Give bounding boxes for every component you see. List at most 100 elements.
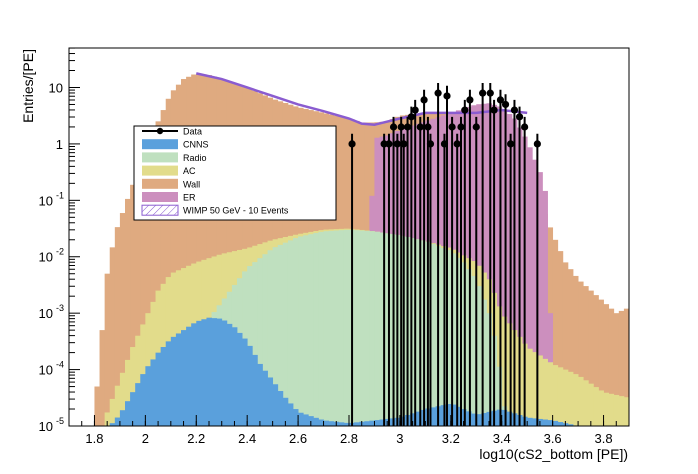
bar-cnns <box>324 421 329 426</box>
data-point <box>443 92 450 99</box>
y-tick-exponent: -5 <box>56 416 64 426</box>
data-point <box>417 123 424 130</box>
data-point <box>420 96 427 103</box>
bar-cnns <box>252 355 257 426</box>
data-point <box>466 96 473 103</box>
legend-swatch-radio <box>142 152 178 162</box>
bar-cnns <box>313 418 318 426</box>
bar-cnns <box>227 324 232 426</box>
legend-label: WIMP 50 GeV - 10 Events <box>183 206 289 216</box>
legend-swatch-ac <box>142 166 178 176</box>
y-tick-exponent: -2 <box>56 247 64 257</box>
bar-cnns <box>262 371 267 426</box>
legend-label: AC <box>183 166 196 176</box>
bar-cnns <box>181 330 186 426</box>
bar-radio <box>318 232 323 426</box>
bar-wall <box>100 330 105 426</box>
data-point <box>448 123 455 130</box>
bar-cnns <box>201 319 206 426</box>
bar-cnns <box>553 421 558 426</box>
legend: DataCNNSRadioACWallERWIMP 50 GeV - 10 Ev… <box>134 126 336 220</box>
data-point <box>454 140 461 147</box>
bar-radio <box>369 231 374 426</box>
data-point <box>502 101 509 108</box>
bar-ac <box>110 399 115 426</box>
data-point <box>516 113 523 120</box>
bar-cnns <box>145 366 150 426</box>
bar-ac <box>609 394 614 426</box>
bar-cnns <box>212 318 217 426</box>
bar-radio <box>354 230 359 426</box>
y-tick-label: 10 <box>49 80 63 95</box>
bar-radio <box>359 231 364 426</box>
x-tick-label: 2.4 <box>238 431 256 446</box>
bar-cnns <box>130 392 135 426</box>
bar-cnns <box>339 422 344 426</box>
bar-cnns <box>222 320 227 426</box>
bar-cnns <box>135 383 140 426</box>
x-tick-label: 2.6 <box>289 431 307 446</box>
bar-ac <box>527 349 532 426</box>
bar-radio <box>324 231 329 426</box>
bar-ac <box>593 387 598 426</box>
x-tick-label: 3.8 <box>595 431 613 446</box>
bar-cnns <box>298 413 303 426</box>
y-tick-exponent: -4 <box>56 360 64 370</box>
legend-swatch-er <box>142 192 178 202</box>
bar-cnns <box>329 421 334 426</box>
legend-swatch-wall <box>142 179 178 189</box>
bar-radio <box>364 231 369 426</box>
bar-radio <box>339 230 344 426</box>
bar-cnns <box>237 333 242 426</box>
bar-wall <box>105 274 110 426</box>
data-point <box>385 140 392 147</box>
bar-ac <box>619 396 624 426</box>
bar-cnns <box>171 337 176 426</box>
bar-radio <box>288 240 293 426</box>
bar-ac <box>558 367 563 426</box>
y-tick-label: 10 <box>39 250 53 265</box>
bar-ac <box>604 393 609 426</box>
bar-ac <box>568 372 573 426</box>
data-point <box>348 140 355 147</box>
bar-cnns <box>120 410 125 426</box>
x-tick-label: 1.8 <box>85 431 103 446</box>
data-point <box>487 90 494 97</box>
bar-cnns <box>125 401 130 426</box>
y-tick-exponent: -3 <box>56 303 64 313</box>
y-axis-title: Entries/[PE] <box>20 49 36 123</box>
bar-cnns <box>247 346 252 426</box>
bar-cnns <box>288 403 293 426</box>
data-point <box>473 123 480 130</box>
legend-label: Wall <box>183 179 200 189</box>
x-tick-label: 2 <box>142 431 149 446</box>
bar-cnns <box>150 359 155 426</box>
x-tick-label: 2.2 <box>187 431 205 446</box>
x-tick-label: 2.8 <box>340 431 358 446</box>
bar-wall <box>94 387 99 426</box>
bar-ac <box>583 380 588 426</box>
legend-label: Radio <box>183 153 207 163</box>
data-point <box>457 123 464 130</box>
data-point <box>400 140 407 147</box>
bar-cnns <box>257 364 262 426</box>
bar-radio <box>344 230 349 426</box>
bar-ac <box>573 374 578 426</box>
bar-cnns <box>268 377 273 426</box>
data-point <box>404 123 411 130</box>
bar-ac <box>563 370 568 426</box>
y-tick-label: 10 <box>39 306 53 321</box>
x-axis-title: log10(cS2_bottom [PE]) <box>479 446 628 462</box>
bar-cnns <box>196 321 201 426</box>
y-tick-label: 1 <box>56 137 63 152</box>
data-point <box>427 140 434 147</box>
bar-ac <box>553 365 558 426</box>
bar-radio <box>293 238 298 426</box>
data-point <box>534 140 541 147</box>
bar-radio <box>313 233 318 426</box>
bar-cnns <box>278 391 283 426</box>
bar-ac <box>578 377 583 426</box>
data-point <box>408 113 415 120</box>
bar-ac <box>542 359 547 426</box>
